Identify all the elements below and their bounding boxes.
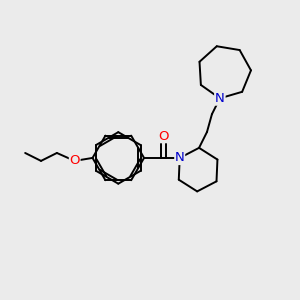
Text: N: N — [215, 92, 225, 105]
Text: N: N — [215, 92, 225, 105]
Text: O: O — [70, 154, 80, 167]
Text: N: N — [175, 152, 184, 164]
Text: O: O — [159, 130, 169, 142]
